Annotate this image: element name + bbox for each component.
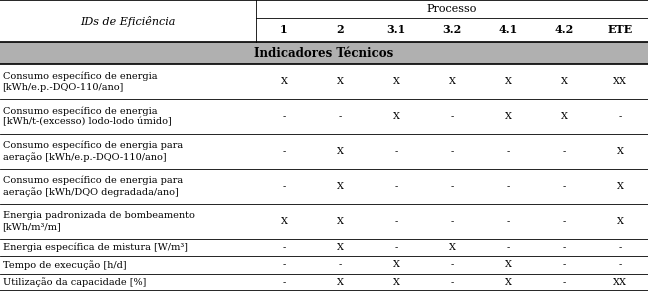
Text: X: X	[393, 112, 399, 121]
Text: -: -	[450, 147, 454, 156]
Text: -: -	[395, 182, 398, 191]
Text: -: -	[562, 147, 566, 156]
Text: 1: 1	[280, 24, 288, 36]
Text: X: X	[336, 77, 343, 86]
Text: X: X	[336, 278, 343, 287]
Text: X: X	[505, 278, 511, 287]
Text: XX: XX	[613, 278, 627, 287]
Text: X: X	[561, 77, 568, 86]
Text: X: X	[616, 147, 623, 156]
Text: 2: 2	[336, 24, 344, 36]
Text: -: -	[562, 278, 566, 287]
Text: -: -	[283, 278, 286, 287]
Text: X: X	[505, 77, 511, 86]
Text: X: X	[336, 217, 343, 226]
Text: -: -	[506, 147, 509, 156]
Text: -: -	[338, 260, 341, 269]
Text: 3.2: 3.2	[443, 24, 461, 36]
Text: -: -	[283, 147, 286, 156]
Text: 4.2: 4.2	[555, 24, 573, 36]
Text: -: -	[562, 217, 566, 226]
Text: X: X	[448, 77, 456, 86]
Text: X: X	[393, 77, 399, 86]
Text: Consumo específico de energia para
aeração [kWh/DQO degradada/ano]: Consumo específico de energia para aeraç…	[3, 175, 183, 197]
Text: -: -	[562, 260, 566, 269]
Text: -: -	[618, 260, 621, 269]
Text: X: X	[616, 182, 623, 191]
Text: Consumo específico de energia
[kWh/t-(excesso) lodo-lodo úmido]: Consumo específico de energia [kWh/t-(ex…	[3, 106, 171, 127]
Text: ETE: ETE	[607, 24, 632, 36]
Text: -: -	[506, 243, 509, 252]
Text: -: -	[562, 243, 566, 252]
Text: Tempo de execução [h/d]: Tempo de execução [h/d]	[3, 260, 126, 270]
Text: X: X	[616, 217, 623, 226]
Text: X: X	[505, 260, 511, 269]
Text: X: X	[336, 182, 343, 191]
Text: Energia específica de mistura [W/m³]: Energia específica de mistura [W/m³]	[3, 243, 187, 252]
Text: 4.1: 4.1	[498, 24, 518, 36]
Text: Processo: Processo	[427, 4, 477, 14]
Text: X: X	[336, 147, 343, 156]
Text: -: -	[395, 217, 398, 226]
Text: -: -	[283, 112, 286, 121]
Text: Utilização da capacidade [%]: Utilização da capacidade [%]	[3, 277, 146, 287]
Text: Energia padronizada de bombeamento
[kWh/m³/m]: Energia padronizada de bombeamento [kWh/…	[3, 211, 194, 231]
Text: -: -	[450, 112, 454, 121]
Text: X: X	[448, 243, 456, 252]
Text: -: -	[338, 112, 341, 121]
Text: X: X	[393, 278, 399, 287]
Text: -: -	[283, 182, 286, 191]
Text: -: -	[450, 260, 454, 269]
Text: -: -	[450, 182, 454, 191]
Text: -: -	[450, 217, 454, 226]
Text: X: X	[505, 112, 511, 121]
Text: X: X	[561, 112, 568, 121]
Text: -: -	[562, 182, 566, 191]
Text: -: -	[506, 182, 509, 191]
Text: X: X	[281, 77, 288, 86]
Text: 3.1: 3.1	[386, 24, 406, 36]
Text: IDs de Eficiência: IDs de Eficiência	[80, 16, 176, 26]
Text: -: -	[618, 112, 621, 121]
Text: X: X	[393, 260, 399, 269]
Text: -: -	[506, 217, 509, 226]
Bar	[0, 42, 648, 64]
Text: -: -	[283, 243, 286, 252]
Text: Indicadores Técnicos: Indicadores Técnicos	[255, 47, 393, 60]
Text: -: -	[450, 278, 454, 287]
Text: -: -	[395, 147, 398, 156]
Text: Consumo específico de energia para
aeração [kWh/e.p.-DQO-110/ano]: Consumo específico de energia para aeraç…	[3, 141, 183, 162]
Text: -: -	[618, 243, 621, 252]
Text: X: X	[336, 243, 343, 252]
Text: Consumo específico de energia
[kWh/e.p.-DQO-110/ano]: Consumo específico de energia [kWh/e.p.-…	[3, 71, 157, 92]
Text: -: -	[395, 243, 398, 252]
Text: X: X	[281, 217, 288, 226]
Text: -: -	[283, 260, 286, 269]
Text: XX: XX	[613, 77, 627, 86]
